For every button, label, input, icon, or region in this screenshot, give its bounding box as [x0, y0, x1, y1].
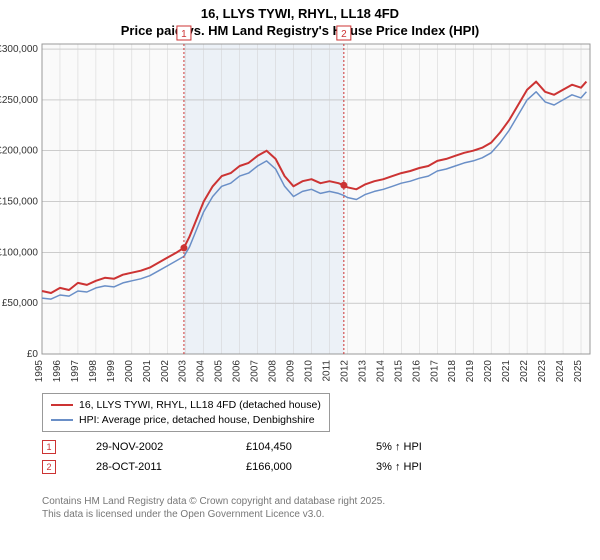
svg-text:1998: 1998 [88, 360, 99, 383]
footer-line2: This data is licensed under the Open Gov… [42, 508, 385, 521]
svg-text:1996: 1996 [52, 360, 63, 383]
svg-text:2007: 2007 [250, 360, 261, 383]
legend-swatch [51, 419, 73, 421]
footer-attribution: Contains HM Land Registry data © Crown c… [42, 495, 385, 521]
svg-text:2016: 2016 [411, 360, 422, 383]
transaction-price: £104,450 [246, 441, 336, 453]
svg-text:£300,000: £300,000 [0, 44, 38, 55]
legend-label: 16, LLYS TYWI, RHYL, LL18 4FD (detached … [79, 398, 321, 413]
svg-text:£250,000: £250,000 [0, 95, 38, 106]
svg-text:£100,000: £100,000 [0, 247, 38, 258]
svg-text:2024: 2024 [555, 360, 566, 383]
svg-text:2011: 2011 [321, 360, 332, 382]
svg-text:£50,000: £50,000 [2, 298, 39, 309]
transaction-delta: 5% ↑ HPI [376, 441, 422, 453]
legend-item: HPI: Average price, detached house, Denb… [51, 413, 321, 428]
chart-container: 16, LLYS TYWI, RHYL, LL18 4FD Price paid… [0, 0, 600, 560]
svg-text:2025: 2025 [573, 360, 584, 383]
svg-text:2015: 2015 [393, 360, 404, 383]
svg-text:£150,000: £150,000 [0, 197, 38, 208]
transaction-price: £166,000 [246, 461, 336, 473]
svg-text:1997: 1997 [70, 360, 81, 383]
transaction-marker: 1 [42, 440, 56, 454]
svg-text:2: 2 [341, 29, 347, 40]
legend-item: 16, LLYS TYWI, RHYL, LL18 4FD (detached … [51, 398, 321, 413]
svg-text:2020: 2020 [483, 360, 494, 383]
svg-text:2001: 2001 [142, 360, 153, 383]
footer-line1: Contains HM Land Registry data © Crown c… [42, 495, 385, 508]
legend-swatch [51, 404, 73, 406]
svg-text:2004: 2004 [196, 360, 207, 383]
transaction-row: 1 29-NOV-2002 £104,450 5% ↑ HPI [42, 440, 422, 454]
svg-text:1999: 1999 [106, 360, 117, 383]
svg-text:2006: 2006 [232, 360, 243, 383]
svg-text:1: 1 [181, 29, 187, 40]
svg-text:2002: 2002 [160, 360, 171, 383]
svg-text:2013: 2013 [357, 360, 368, 383]
svg-text:2008: 2008 [268, 360, 279, 383]
transaction-date: 28-OCT-2011 [96, 461, 206, 473]
svg-text:2019: 2019 [465, 360, 476, 383]
svg-text:2017: 2017 [429, 360, 440, 383]
svg-text:2005: 2005 [214, 360, 225, 383]
legend: 16, LLYS TYWI, RHYL, LL18 4FD (detached … [42, 393, 330, 432]
svg-text:2009: 2009 [286, 360, 297, 383]
svg-text:2012: 2012 [339, 360, 350, 383]
svg-text:2010: 2010 [304, 360, 315, 383]
legend-label: HPI: Average price, detached house, Denb… [79, 413, 315, 428]
svg-text:2021: 2021 [501, 360, 512, 383]
transaction-date: 29-NOV-2002 [96, 441, 206, 453]
price-chart: £0 £50,000 £100,000 £150,000 £200,000 £250,00… [0, 0, 600, 400]
svg-text:2003: 2003 [178, 360, 189, 383]
svg-text:£200,000: £200,000 [0, 146, 38, 157]
svg-text:1995: 1995 [34, 360, 45, 383]
svg-text:2014: 2014 [375, 360, 386, 383]
transactions-table: 1 29-NOV-2002 £104,450 5% ↑ HPI 2 28-OCT-2011… [42, 440, 422, 480]
transaction-row: 2 28-OCT-2011 £166,000 3% ↑ HPI [42, 460, 422, 474]
transaction-delta: 3% ↑ HPI [376, 461, 422, 473]
svg-text:2022: 2022 [519, 360, 530, 383]
svg-text:2018: 2018 [447, 360, 458, 383]
svg-text:2023: 2023 [537, 360, 548, 383]
svg-text:2000: 2000 [124, 360, 135, 383]
svg-text:£0: £0 [27, 349, 39, 360]
transaction-marker: 2 [42, 460, 56, 474]
